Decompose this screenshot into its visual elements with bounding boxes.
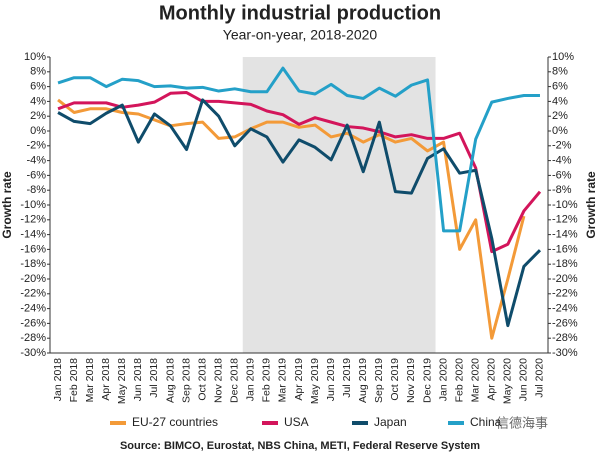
x-tick-label: Sep 2018 — [180, 358, 192, 403]
y2-tick-label: -12% — [552, 214, 578, 226]
y-tick-label: -6% — [26, 169, 46, 181]
y2-tick-label: 10% — [552, 51, 574, 63]
y2-tick-label: -10% — [552, 199, 578, 211]
x-tick-label: Jun 2020 — [518, 358, 530, 401]
y2-tick-label: -14% — [552, 229, 578, 241]
y2-axis-label: Growth rate — [584, 171, 598, 239]
y2-tick-label: -4% — [552, 155, 572, 167]
x-tick-label: Aug 2018 — [164, 358, 176, 403]
series-line — [57, 91, 542, 254]
x-tick-label: Oct 2018 — [196, 358, 208, 401]
y2-tick-label: -18% — [552, 258, 578, 270]
x-tick-label: Feb 2019 — [261, 358, 273, 403]
x-tick-label: Nov 2018 — [212, 358, 224, 403]
legend-label: China — [470, 415, 502, 429]
x-tick-label: Dec 2019 — [421, 358, 433, 403]
x-tick-label: Mar 2018 — [84, 358, 96, 403]
y-tick-label: -8% — [26, 184, 46, 196]
y-tick-label: -10% — [20, 199, 46, 211]
y2-tick-label: 4% — [552, 95, 568, 107]
legend-label: USA — [284, 415, 309, 429]
y2-tick-label: -6% — [552, 169, 572, 181]
x-tick-label: May 2018 — [116, 358, 128, 404]
y2-tick-label: -26% — [552, 317, 578, 329]
x-tick-label: Jul 2020 — [534, 358, 546, 398]
y-tick-label: -16% — [20, 243, 46, 255]
y-tick-label: 2% — [30, 110, 46, 122]
legend-label: Japan — [374, 415, 407, 429]
y-tick-label: -4% — [26, 155, 46, 167]
x-tick-label: Jul 2018 — [148, 358, 160, 398]
y-tick-label: -20% — [20, 273, 46, 285]
y-tick-label: -18% — [20, 258, 46, 270]
y2-tick-label: -28% — [552, 332, 578, 344]
x-tick-label: Jan 2020 — [437, 358, 449, 401]
y2-tick-label: -16% — [552, 243, 578, 255]
x-tick-label: Jan 2019 — [245, 358, 257, 401]
y-tick-label: 10% — [24, 51, 46, 63]
y-tick-label: -12% — [20, 214, 46, 226]
x-tick-label: Jan 2018 — [52, 358, 64, 401]
x-tick-label: Feb 2018 — [68, 358, 80, 403]
y-tick-label: -30% — [20, 347, 46, 359]
series-line — [57, 66, 540, 233]
legend-label: EU-27 countries — [132, 415, 218, 429]
y2-tick-label: -20% — [552, 273, 578, 285]
x-tick-label: Jul 2019 — [341, 358, 353, 398]
y-tick-label: -22% — [20, 288, 46, 300]
chart-subtitle: Year-on-year, 2018-2020 — [223, 27, 378, 43]
y2-tick-label: 8% — [552, 66, 568, 78]
watermark: 信德海事 — [496, 415, 548, 430]
y-tick-label: -2% — [26, 140, 46, 152]
x-tick-label: Jun 2019 — [325, 358, 337, 401]
x-tick-label: Mar 2019 — [277, 358, 289, 403]
y-tick-label: 4% — [30, 95, 46, 107]
y-tick-label: -14% — [20, 229, 46, 241]
x-tick-label: Dec 2018 — [229, 358, 241, 403]
y2-tick-label: -8% — [552, 184, 572, 196]
y2-tick-label: 2% — [552, 110, 568, 122]
x-tick-label: Aug 2019 — [357, 358, 369, 403]
y-tick-label: 0% — [30, 125, 46, 137]
source: Source: BIMCO, Eurostat, NBS China, METI… — [120, 440, 480, 452]
x-tick-label: Mar 2020 — [469, 358, 481, 403]
y2-tick-label: -30% — [552, 347, 578, 359]
x-tick-label: Oct 2019 — [389, 358, 401, 401]
x-tick-label: Sep 2019 — [373, 358, 385, 403]
series-line — [57, 98, 542, 328]
x-tick-label: Apr 2019 — [293, 358, 305, 401]
x-tick-label: Apr 2020 — [486, 358, 498, 401]
y-tick-label: -24% — [20, 303, 46, 315]
y-tick-label: -26% — [20, 317, 46, 329]
y-tick-label: 6% — [30, 81, 46, 93]
chart-title: Monthly industrial production — [159, 2, 441, 24]
x-tick-label: Jun 2018 — [132, 358, 144, 401]
y2-tick-label: 6% — [552, 81, 568, 93]
x-tick-label: May 2019 — [309, 358, 321, 404]
series-line — [57, 98, 526, 340]
x-tick-label: Apr 2018 — [100, 358, 112, 401]
x-tick-label: May 2020 — [502, 358, 514, 404]
y2-tick-label: -2% — [552, 140, 572, 152]
y2-tick-label: -24% — [552, 303, 578, 315]
y2-tick-label: -22% — [552, 288, 578, 300]
y-tick-label: 8% — [30, 66, 46, 78]
y-tick-label: -28% — [20, 332, 46, 344]
x-tick-label: Feb 2020 — [453, 358, 465, 403]
y-axis-label: Growth rate — [0, 171, 14, 239]
y2-tick-label: 0% — [552, 125, 568, 137]
shaded-period — [242, 57, 436, 353]
x-tick-label: Nov 2019 — [405, 358, 417, 403]
